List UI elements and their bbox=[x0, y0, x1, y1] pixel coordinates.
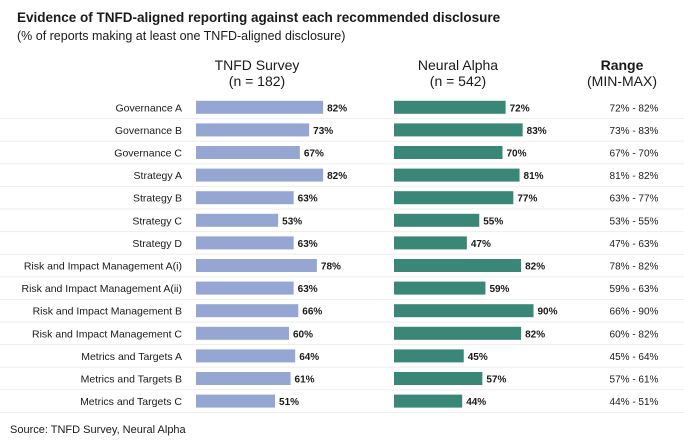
bar bbox=[394, 281, 486, 295]
bar bbox=[196, 304, 299, 318]
range-label: 63% - 77% bbox=[610, 194, 659, 205]
bar bbox=[394, 349, 464, 363]
category-label: Strategy C bbox=[132, 215, 182, 227]
bar bbox=[394, 168, 520, 182]
chart-title: Evidence of TNFD-aligned reporting again… bbox=[17, 10, 501, 25]
range-header: Range (MIN-MAX) bbox=[582, 57, 662, 89]
category-label: Governance B bbox=[115, 125, 182, 137]
data-label: 63% bbox=[298, 239, 318, 250]
series-header-neural-alpha: Neural Alpha (n = 542) bbox=[393, 57, 523, 89]
bar bbox=[196, 349, 296, 363]
bar bbox=[196, 123, 310, 137]
range-label: 44% - 51% bbox=[610, 397, 659, 408]
range-label: 81% - 82% bbox=[610, 171, 659, 182]
bar bbox=[394, 123, 523, 137]
range-label: 45% - 64% bbox=[610, 352, 659, 363]
data-label: 82% bbox=[327, 103, 347, 114]
bar bbox=[196, 326, 289, 340]
data-label: 59% bbox=[489, 284, 509, 295]
range-label: 53% - 55% bbox=[610, 216, 659, 227]
bar bbox=[196, 259, 317, 272]
data-label: 90% bbox=[538, 307, 558, 318]
range-label: 59% - 63% bbox=[610, 284, 659, 295]
bar bbox=[196, 168, 324, 182]
series-name-neural-alpha: Neural Alpha bbox=[417, 57, 499, 73]
range-label: 60% - 82% bbox=[610, 329, 659, 340]
series-sample-neural-alpha: (n = 542) bbox=[429, 73, 487, 89]
bar bbox=[196, 100, 324, 114]
data-label: 81% bbox=[524, 171, 544, 182]
bar bbox=[196, 191, 294, 205]
category-label: Metrics and Targets C bbox=[80, 396, 182, 408]
data-label: 44% bbox=[466, 397, 486, 408]
category-label: Metrics and Targets A bbox=[81, 351, 182, 363]
range-header-title: Range bbox=[600, 57, 644, 73]
bar bbox=[196, 236, 294, 250]
bar bbox=[196, 281, 294, 295]
category-label: Risk and Impact Management C bbox=[32, 328, 182, 340]
bar bbox=[196, 146, 300, 159]
series-name-tnfd-survey: TNFD Survey bbox=[214, 57, 300, 73]
range-label: 72% - 82% bbox=[610, 103, 659, 114]
data-label: 63% bbox=[298, 284, 318, 295]
data-label: 66% bbox=[302, 307, 322, 318]
bar bbox=[394, 100, 506, 114]
range-label: 47% - 63% bbox=[610, 239, 659, 250]
data-label: 83% bbox=[527, 126, 547, 137]
data-label: 51% bbox=[279, 397, 299, 408]
category-label: Governance C bbox=[114, 148, 182, 160]
category-label: Strategy B bbox=[133, 193, 182, 205]
category-label: Governance A bbox=[115, 102, 182, 114]
category-label: Risk and Impact Management A(i) bbox=[24, 261, 182, 273]
category-label: Strategy A bbox=[134, 170, 182, 182]
series-header-tnfd-survey: TNFD Survey (n = 182) bbox=[192, 57, 322, 89]
data-label: 45% bbox=[468, 352, 488, 363]
bar bbox=[394, 394, 463, 408]
data-label: 53% bbox=[282, 216, 302, 227]
bar bbox=[394, 191, 514, 205]
data-label: 82% bbox=[525, 262, 545, 273]
category-label: Strategy D bbox=[132, 238, 182, 250]
bar bbox=[394, 304, 534, 318]
data-label: 70% bbox=[507, 149, 527, 160]
data-label: 78% bbox=[321, 262, 341, 273]
range-label: 73% - 83% bbox=[610, 126, 659, 137]
source-note: Source: TNFD Survey, Neural Alpha bbox=[10, 424, 186, 436]
bar bbox=[394, 146, 503, 159]
data-label: 82% bbox=[327, 171, 347, 182]
data-label: 55% bbox=[483, 216, 503, 227]
data-label: 64% bbox=[299, 352, 319, 363]
range-header-subtitle: (MIN-MAX) bbox=[587, 73, 657, 89]
bar bbox=[394, 326, 522, 340]
bar bbox=[394, 259, 522, 272]
bar bbox=[196, 213, 279, 227]
category-label: Metrics and Targets B bbox=[81, 374, 182, 386]
range-label: 66% - 90% bbox=[610, 307, 659, 318]
data-label: 82% bbox=[525, 329, 545, 340]
range-label: 78% - 82% bbox=[610, 262, 659, 273]
data-label: 72% bbox=[510, 103, 530, 114]
data-label: 60% bbox=[293, 329, 313, 340]
data-label: 67% bbox=[304, 149, 324, 160]
bar bbox=[394, 372, 483, 385]
data-label: 73% bbox=[313, 126, 333, 137]
bar bbox=[394, 236, 467, 250]
category-label: Risk and Impact Management A(ii) bbox=[22, 283, 182, 295]
bar bbox=[196, 394, 276, 408]
data-label: 47% bbox=[471, 239, 491, 250]
category-label: Risk and Impact Management B bbox=[33, 306, 182, 318]
data-label: 61% bbox=[295, 375, 315, 386]
series-sample-tnfd-survey: (n = 182) bbox=[228, 73, 286, 89]
range-label: 57% - 61% bbox=[610, 375, 659, 386]
range-label: 67% - 70% bbox=[610, 149, 659, 160]
bar bbox=[394, 213, 480, 227]
data-label: 57% bbox=[486, 375, 506, 386]
bar bbox=[196, 372, 291, 385]
data-label: 77% bbox=[517, 194, 537, 205]
data-label: 63% bbox=[298, 194, 318, 205]
chart-subtitle: (% of reports making at least one TNFD-a… bbox=[17, 29, 346, 43]
